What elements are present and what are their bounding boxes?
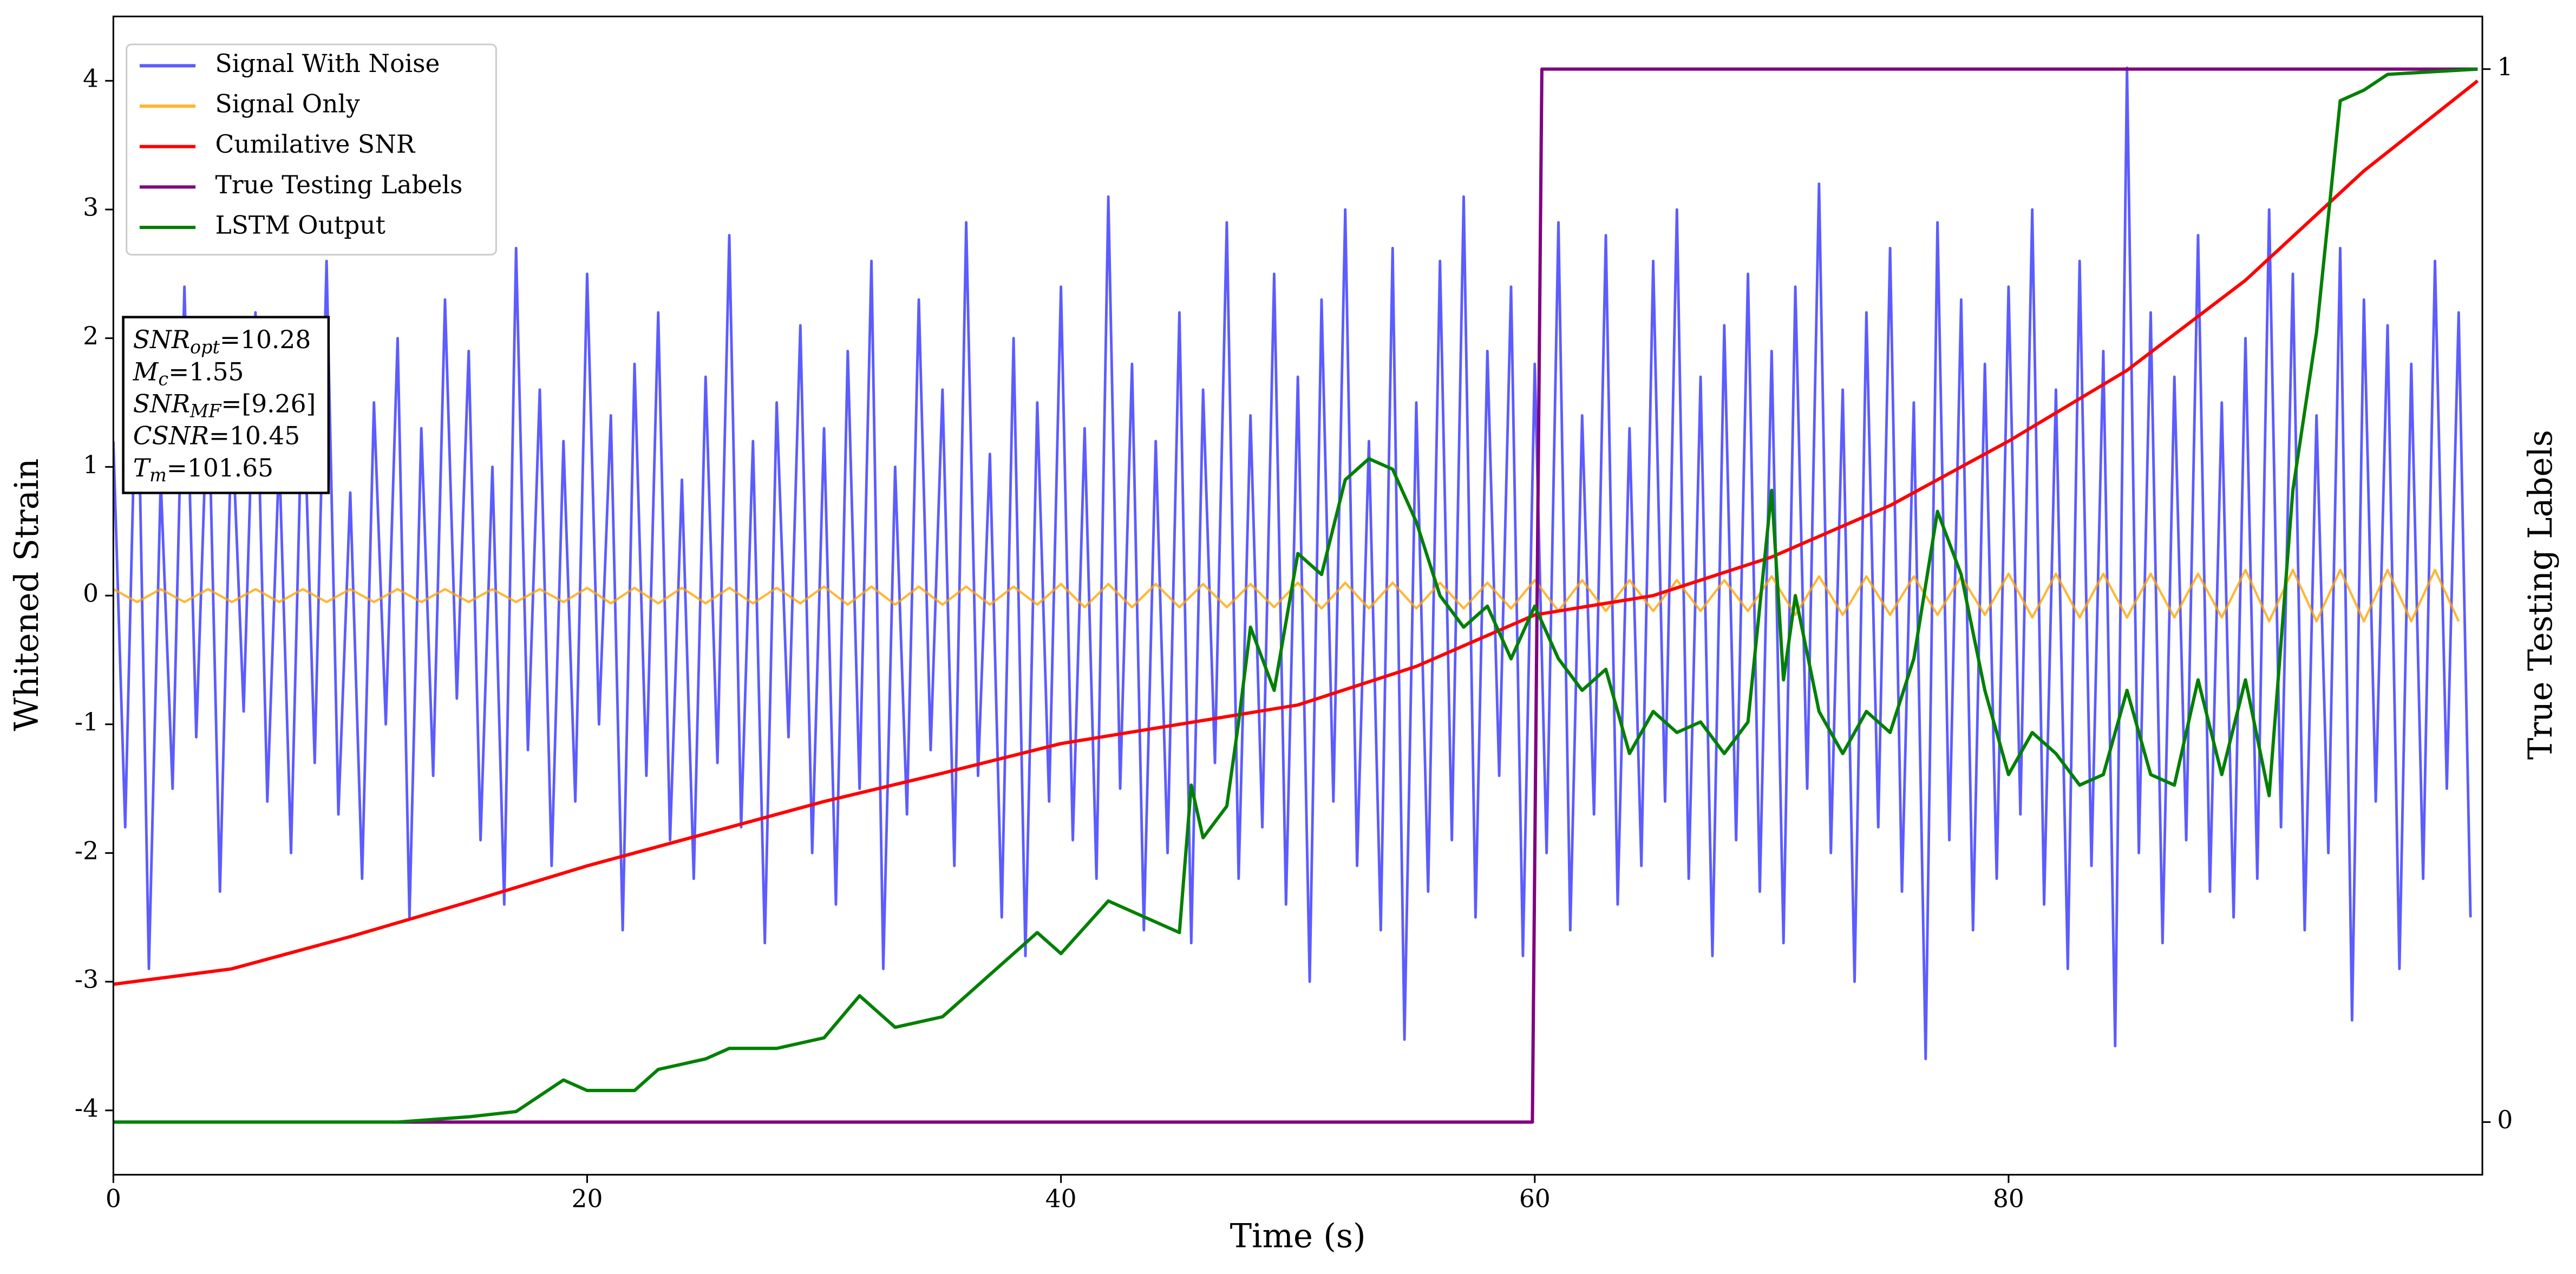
annotation-value: =[9.26] bbox=[221, 389, 316, 418]
x-tick-label: 20 bbox=[572, 1185, 603, 1213]
annotation-symbol: M bbox=[133, 357, 159, 386]
x-tick-label: 60 bbox=[1519, 1185, 1551, 1213]
legend-label: Cumilative SNR bbox=[215, 130, 416, 159]
legend-label: LSTM Output bbox=[215, 211, 385, 240]
series-line bbox=[113, 569, 2460, 623]
annotation-symbol: CSNR bbox=[133, 421, 209, 450]
x-tick-label: 0 bbox=[106, 1185, 121, 1213]
x-tick-label: 40 bbox=[1045, 1185, 1077, 1213]
y-tick-label: -1 bbox=[75, 708, 99, 736]
y-tick-label: 1 bbox=[83, 450, 99, 479]
legend-frame bbox=[126, 43, 497, 256]
annotation-symbol: T bbox=[133, 453, 152, 482]
y-tick-label: -4 bbox=[75, 1094, 99, 1122]
plot-area bbox=[113, 67, 2479, 1124]
legend: Signal With Noise Signal Only Cumilative S… bbox=[126, 43, 497, 256]
annotation-text: SNRMF=[9.26] bbox=[133, 389, 316, 422]
series-line bbox=[113, 67, 2472, 1061]
y2-axis-label: True Testing Labels bbox=[2522, 430, 2560, 760]
annotation-text: CSNR=10.45 bbox=[133, 421, 300, 450]
annotation-text: Tm=101.65 bbox=[133, 453, 273, 486]
annotation-value: =10.45 bbox=[209, 421, 300, 450]
annotation-text: Mc=1.55 bbox=[133, 357, 244, 390]
annotation-subscript: m bbox=[149, 465, 167, 486]
y2-tick-label: 0 bbox=[2497, 1106, 2513, 1134]
y-tick-label: -3 bbox=[75, 965, 99, 994]
annotation-value: =1.55 bbox=[168, 357, 244, 386]
y-tick-label: 0 bbox=[83, 579, 99, 608]
series-line bbox=[113, 67, 2478, 1124]
y-tick-label: -2 bbox=[75, 837, 99, 865]
annotation-subscript: c bbox=[158, 369, 168, 390]
series-line bbox=[113, 79, 2479, 986]
y-tick-label: 3 bbox=[83, 193, 99, 221]
annotation-frame bbox=[122, 316, 330, 494]
annotation-subscript: opt bbox=[190, 336, 220, 357]
annotation-box: SNRopt=10.28Mc=1.55SNRMF=[9.26]CSNR=10.4… bbox=[122, 316, 330, 494]
y-tick-label: 2 bbox=[83, 322, 99, 350]
legend-label: Signal Only bbox=[215, 90, 360, 119]
y2-tick-label: 1 bbox=[2497, 53, 2513, 81]
annotation-text: SNRopt=10.28 bbox=[133, 325, 311, 358]
annotation-symbol: SNR bbox=[133, 389, 190, 418]
x-tick-label: 80 bbox=[1993, 1185, 2024, 1213]
legend-label: Signal With Noise bbox=[215, 49, 440, 78]
legend-label: True Testing Labels bbox=[215, 171, 463, 199]
annotation-value: =10.28 bbox=[220, 325, 311, 354]
annotation-subscript: MF bbox=[189, 401, 222, 422]
y-tick-label: 4 bbox=[83, 64, 99, 93]
series-line bbox=[113, 67, 2478, 1124]
x-axis-label: Time (s) bbox=[1230, 1218, 1366, 1256]
y-axis-label: Whitened Strain bbox=[8, 459, 46, 731]
annotation-value: =101.65 bbox=[167, 453, 273, 482]
annotation-symbol: SNR bbox=[133, 325, 190, 354]
